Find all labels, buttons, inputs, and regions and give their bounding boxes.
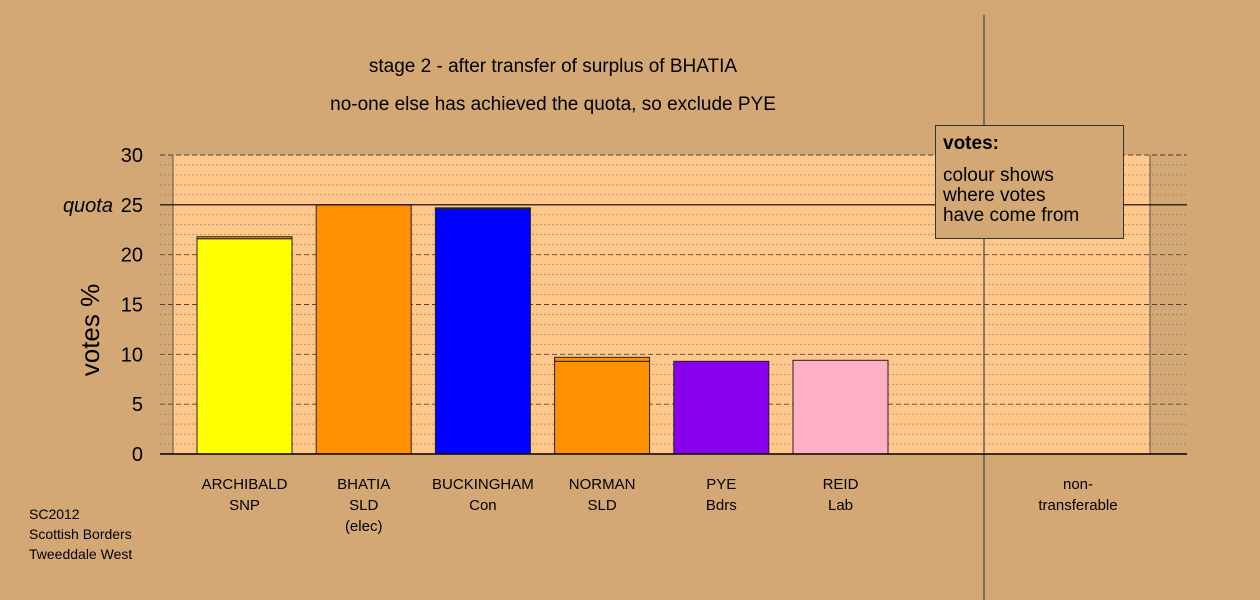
y-axis-ticks: 0 5 10 15 20 25 30 xyxy=(121,145,143,466)
bar-norman xyxy=(554,360,651,455)
y-tick-label: 30 xyxy=(121,145,143,167)
bar-pye xyxy=(673,360,770,455)
legend-box: votes: colour shows where votes have com… xyxy=(935,125,1124,239)
bar-reid xyxy=(792,359,889,455)
y-tick-label: 0 xyxy=(132,444,143,466)
y-tick-label: 20 xyxy=(121,245,143,267)
footer-line-3: Tweeddale West xyxy=(29,546,133,562)
footer-caption: SC2012 Scottish Borders Tweeddale West xyxy=(29,504,132,564)
y-tick-label: 25 xyxy=(121,195,143,217)
category-party-label: SLD xyxy=(588,497,617,514)
category-note-label: (elec) xyxy=(345,518,383,535)
y-tick-label: 10 xyxy=(121,344,143,366)
nontransferable-label-line2: transferable xyxy=(1038,497,1117,514)
quota-label: quota xyxy=(63,195,113,217)
category-party-label: Con xyxy=(469,497,497,514)
legend-line-2: where votes xyxy=(943,185,1046,206)
category-labels: ARCHIBALD SNP BHATIA SLD (elec) BUCKINGHAM Con… xyxy=(202,476,859,535)
y-tick-label: 15 xyxy=(121,295,143,317)
nontransferable-label-line1: non- xyxy=(1063,476,1093,493)
bar-transfer-archibald xyxy=(196,236,293,240)
bar-buckingham xyxy=(434,208,531,455)
bar-bhatia xyxy=(315,204,412,455)
y-tick-label: 5 xyxy=(132,394,143,416)
legend-line-1: colour shows xyxy=(943,165,1054,186)
y-axis-label: votes % xyxy=(75,284,105,377)
bars xyxy=(196,204,889,455)
chart-subtitle: no-one else has achieved the quota, so e… xyxy=(330,94,776,115)
legend-title: votes: xyxy=(943,133,999,154)
category-name-label: PYE xyxy=(706,476,736,493)
category-party-label: SLD xyxy=(349,497,378,514)
footer-line-1: SC2012 xyxy=(29,506,80,522)
category-name-label: BUCKINGHAM xyxy=(432,476,534,493)
footer-line-2: Scottish Borders xyxy=(29,526,132,542)
bar-transfer-buckingham xyxy=(434,207,531,210)
bar-archibald xyxy=(196,238,293,455)
chart-title: stage 2 - after transfer of surplus of B… xyxy=(369,56,738,77)
category-name-label: BHATIA xyxy=(337,476,390,493)
category-name-label: ARCHIBALD xyxy=(202,476,288,493)
bar-transfer-norman xyxy=(554,356,651,362)
category-name-label: REID xyxy=(823,476,859,493)
category-name-label: NORMAN xyxy=(569,476,636,493)
category-party-label: SNP xyxy=(229,497,260,514)
category-party-label: Bdrs xyxy=(706,497,737,514)
legend-line-3: have come from xyxy=(943,205,1080,226)
category-party-label: Lab xyxy=(828,497,853,514)
